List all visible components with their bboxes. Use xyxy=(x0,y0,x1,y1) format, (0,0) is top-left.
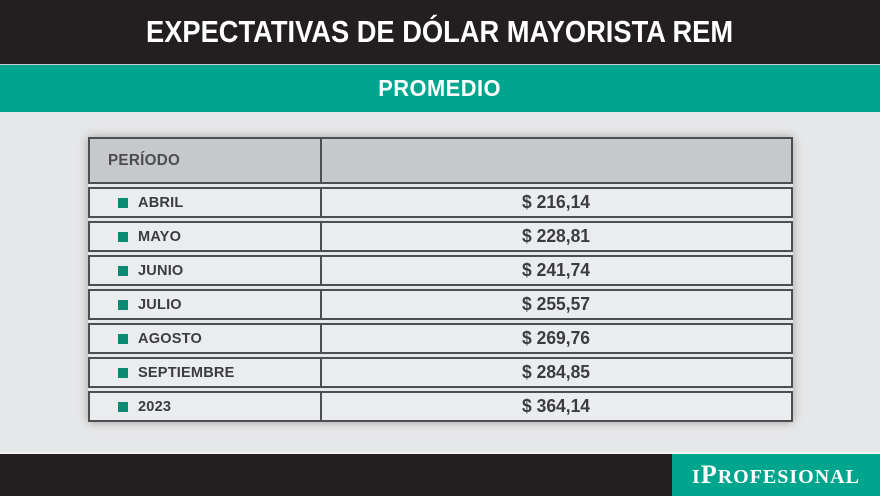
table-row: JUNIO $ 241,74 xyxy=(88,255,793,286)
expectations-table: PERÍODO ABRIL $ 216,14 MAYO $ 228,81 JUN… xyxy=(88,137,793,422)
row-cell-period: 2023 xyxy=(90,393,322,420)
row-cell-period: ABRIL xyxy=(90,189,322,216)
brand-initial: I xyxy=(692,466,701,488)
bullet-square-icon xyxy=(118,231,128,242)
row-value: $ 364,14 xyxy=(522,396,591,416)
table-body: ABRIL $ 216,14 MAYO $ 228,81 JUNIO $ 241… xyxy=(88,187,793,422)
row-cell-value: $ 269,76 xyxy=(322,325,791,352)
row-label: ABRIL xyxy=(138,194,184,211)
content-area: PERÍODO ABRIL $ 216,14 MAYO $ 228,81 JUN… xyxy=(0,112,880,452)
row-label: JUNIO xyxy=(138,262,184,279)
bullet-square-icon xyxy=(118,299,128,310)
iprofesional-logo: IPROFESIONAL xyxy=(692,462,860,488)
row-cell-period: AGOSTO xyxy=(90,325,322,352)
row-cell-period: JULIO xyxy=(90,291,322,318)
brand-block: IPROFESIONAL xyxy=(672,454,880,496)
table-row: AGOSTO $ 269,76 xyxy=(88,323,793,354)
row-cell-value: $ 228,81 xyxy=(322,223,791,250)
brand-cap: P xyxy=(700,460,718,489)
row-cell-period: SEPTIEMBRE xyxy=(90,359,322,386)
table-row: ABRIL $ 216,14 xyxy=(88,187,793,218)
period-header-label: PERÍODO xyxy=(108,151,181,169)
table-header-row: PERÍODO xyxy=(88,137,793,184)
row-label: SEPTIEMBRE xyxy=(138,364,235,381)
row-cell-value: $ 284,85 xyxy=(322,359,791,386)
table-row: JULIO $ 255,57 xyxy=(88,289,793,320)
header-cell-period: PERÍODO xyxy=(90,139,322,182)
row-cell-value: $ 364,14 xyxy=(322,393,791,420)
table-row: 2023 $ 364,14 xyxy=(88,391,793,422)
row-label: MAYO xyxy=(138,228,182,245)
header-cell-value xyxy=(322,139,791,182)
row-value: $ 216,14 xyxy=(522,192,591,212)
footer-bar: IPROFESIONAL xyxy=(0,452,880,496)
table-row: SEPTIEMBRE $ 284,85 xyxy=(88,357,793,388)
bullet-square-icon xyxy=(118,367,128,378)
row-value: $ 241,74 xyxy=(522,260,591,280)
row-cell-value: $ 216,14 xyxy=(322,189,791,216)
row-value: $ 269,76 xyxy=(522,328,591,348)
row-label: JULIO xyxy=(138,296,182,313)
row-cell-value: $ 241,74 xyxy=(322,257,791,284)
row-cell-period: JUNIO xyxy=(90,257,322,284)
row-value: $ 284,85 xyxy=(522,362,591,382)
row-cell-period: MAYO xyxy=(90,223,322,250)
bullet-square-icon xyxy=(118,197,128,208)
footer-black-strip xyxy=(0,454,672,496)
bullet-square-icon xyxy=(118,265,128,276)
bullet-square-icon xyxy=(118,333,128,344)
subtitle-label: PROMEDIO xyxy=(378,75,502,101)
row-label: 2023 xyxy=(138,398,172,415)
subtitle-bar: PROMEDIO xyxy=(0,64,880,112)
row-value: $ 228,81 xyxy=(522,226,591,246)
row-value: $ 255,57 xyxy=(522,294,591,314)
row-cell-value: $ 255,57 xyxy=(322,291,791,318)
title-bar: EXPECTATIVAS DE DÓLAR MAYORISTA REM xyxy=(0,0,880,64)
row-label: AGOSTO xyxy=(138,330,202,347)
page-title: EXPECTATIVAS DE DÓLAR MAYORISTA REM xyxy=(146,14,734,49)
brand-rest: ROFESIONAL xyxy=(717,466,860,488)
bullet-square-icon xyxy=(118,401,128,412)
table-row: MAYO $ 228,81 xyxy=(88,221,793,252)
